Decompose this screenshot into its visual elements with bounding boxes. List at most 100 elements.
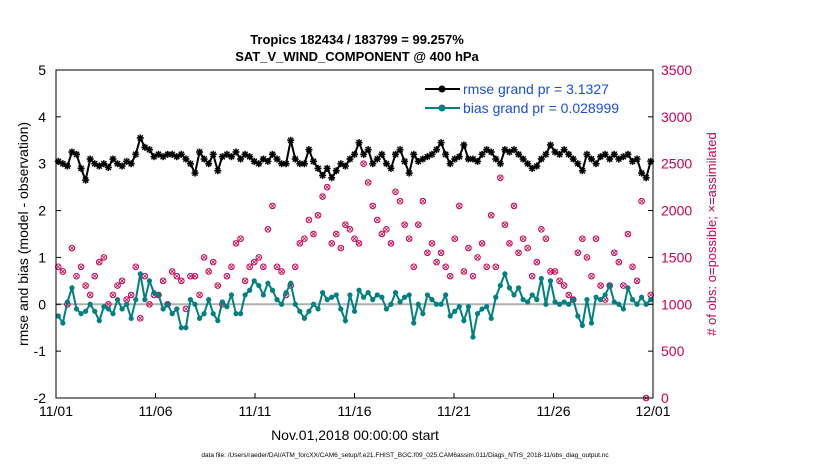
bias-point [525, 299, 531, 305]
bias-point [114, 297, 121, 303]
bias-point [616, 301, 622, 307]
obs-count-point [528, 272, 536, 280]
bias-point [365, 289, 371, 296]
obs-count-point [497, 174, 504, 182]
rmse-point [177, 150, 185, 158]
bias-point [278, 301, 285, 307]
rmse-point [433, 146, 441, 154]
x-axis-ticks: 11/01 11/06 11/11 11/16 11/21 11/26 12/01 [39, 393, 671, 419]
obs-count-point [629, 263, 636, 271]
obs-count-point [323, 183, 331, 191]
rmse-point [569, 155, 577, 163]
bias-point [265, 280, 271, 286]
y-left-tick-label: 3 [38, 156, 46, 172]
bias-point [470, 334, 476, 340]
obs-count-point [291, 263, 299, 271]
obs-count-point [519, 235, 527, 242]
rmse-point [455, 153, 463, 161]
bias-point [556, 301, 563, 307]
bias-point [347, 292, 353, 298]
bias-point [456, 304, 462, 310]
rmse-point [305, 146, 313, 154]
y-right-tick-label: 3000 [661, 109, 692, 125]
x-axis-label: Nov.01,2018 00:00:00 start [271, 427, 439, 443]
bias-point [356, 287, 362, 293]
obs-count-point [387, 240, 395, 247]
bias-point [534, 297, 540, 303]
rmse-point [492, 155, 500, 163]
rmse-point [332, 167, 340, 175]
rmse-point [278, 160, 286, 168]
rmse-point [387, 164, 395, 172]
bias-point [78, 311, 84, 317]
rmse-point [392, 150, 400, 158]
obs-count-point [574, 249, 582, 257]
bias-point [411, 320, 417, 326]
obs-count-point [269, 202, 276, 210]
bias-point [575, 313, 581, 319]
rmse-point [86, 155, 94, 163]
rmse-point [524, 160, 532, 168]
bias-point [215, 318, 221, 324]
rmse-point [515, 150, 523, 158]
obs-count-point [54, 263, 62, 271]
rmse-point [560, 146, 568, 154]
bias-point [397, 299, 403, 305]
obs-count-point [100, 254, 108, 261]
rmse-point [592, 160, 600, 168]
rmse-point [104, 163, 112, 171]
bias-point [529, 292, 535, 298]
rmse-point [232, 148, 240, 156]
rmse-point [273, 155, 281, 163]
rmse-point [82, 176, 90, 184]
bias-point [183, 325, 189, 331]
obs-count-point [560, 282, 568, 289]
rmse-point [300, 160, 308, 168]
bias-point [625, 285, 631, 291]
rmse-point [587, 155, 595, 163]
rmse-point [428, 150, 436, 158]
obs-count-point [118, 277, 126, 285]
obs-count-point [469, 272, 477, 280]
bias-point [178, 325, 184, 331]
rmse-point [264, 157, 272, 165]
bias-point [206, 297, 212, 303]
y-left-tick-label: 0 [38, 296, 46, 312]
rmse-point [578, 167, 586, 175]
obs-count-point [86, 291, 94, 299]
obs-count-point [547, 268, 554, 275]
bias-point [310, 301, 317, 307]
rmse-point [246, 153, 254, 161]
bias-point [105, 306, 112, 312]
bias-point [479, 306, 485, 312]
bias-point [201, 311, 207, 317]
obs-count-point [59, 268, 67, 275]
bias-point [370, 297, 376, 303]
x-tick-label: 11/21 [437, 403, 471, 419]
rmse-point [323, 164, 331, 172]
x-tick-label: 12/01 [635, 403, 670, 419]
rmse-point [282, 160, 290, 168]
bias-point [192, 301, 198, 307]
obs-count-point [492, 263, 500, 271]
obs-count-point [310, 230, 317, 238]
bias-point [187, 297, 194, 303]
obs-count-point [246, 263, 253, 271]
bias-point [602, 292, 608, 298]
rmse-point [442, 150, 450, 158]
obs-count-point [638, 197, 645, 205]
rmse-point [533, 162, 541, 170]
bias-point [429, 297, 435, 303]
obs-count-point [223, 272, 231, 280]
obs-count-point [209, 258, 217, 266]
y-right-tick-label: 0 [661, 390, 669, 406]
bias-point [146, 278, 153, 284]
obs-count-point [278, 268, 285, 275]
rmse-point [546, 141, 554, 149]
rmse-point [319, 171, 327, 179]
obs-count-point [597, 282, 604, 289]
obs-count-point [255, 254, 263, 261]
bias-point [83, 308, 89, 314]
y-axis-left-label: rmse and bias (model - observation) [15, 122, 31, 346]
